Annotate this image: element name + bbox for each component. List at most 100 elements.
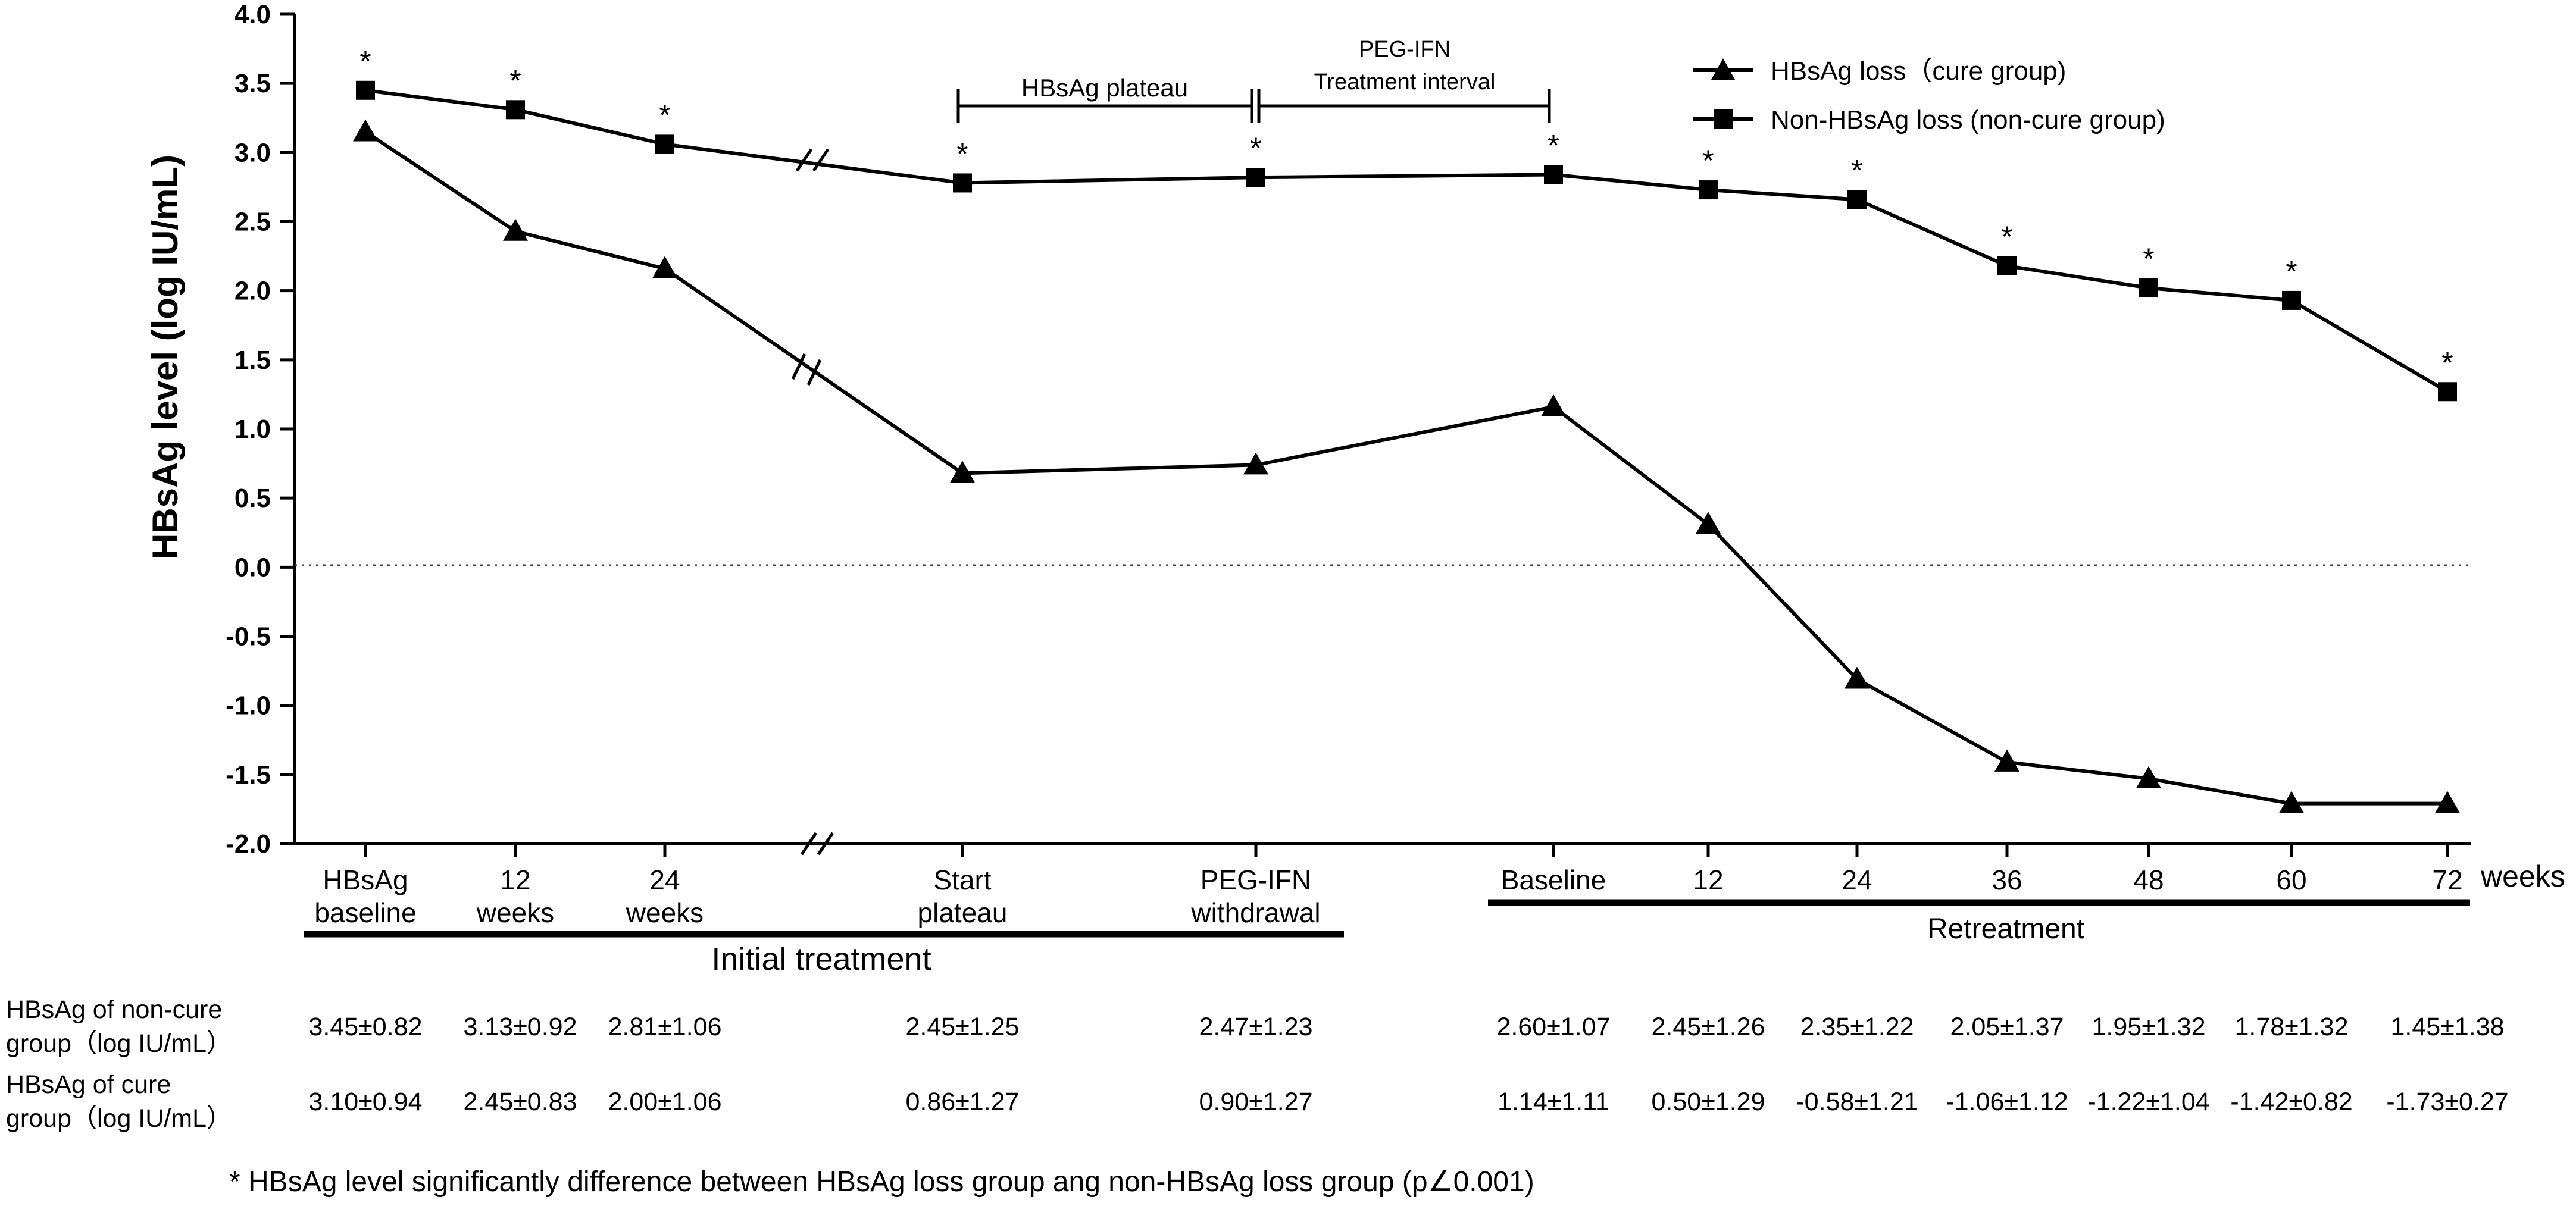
- significance-star: *: [956, 137, 968, 170]
- y-tick-label: 0.5: [235, 484, 271, 513]
- x-tick-label: HBsAg: [323, 864, 408, 895]
- y-tick-label: -1.5: [226, 760, 271, 790]
- noncure-point-marker: [655, 134, 674, 154]
- x-unit-label: weeks: [2480, 860, 2565, 893]
- plateau-bracket: [956, 89, 1253, 123]
- noncure-point-marker: [356, 80, 375, 100]
- peg-ifn-interval-bracket: [1257, 89, 1551, 123]
- retreatment-label: Retreatment: [1927, 913, 2084, 945]
- noncure-line-break-marker: [795, 148, 830, 172]
- x-tick-label: Start: [933, 864, 991, 895]
- x-tick-label: Baseline: [1501, 864, 1606, 895]
- table-row-label-noncure-1: HBsAg of non-cure: [6, 995, 222, 1024]
- cure-point-marker: [2435, 791, 2460, 813]
- significance-star: *: [1851, 154, 1862, 187]
- table-cell-noncure: 1.95±1.32: [2092, 1013, 2206, 1041]
- table-cell-cure: -0.58±1.21: [1796, 1088, 1918, 1116]
- noncure-point-marker: [2438, 382, 2457, 402]
- cure-point-marker: [1994, 749, 2019, 772]
- cure-point-marker: [2136, 766, 2161, 788]
- x-tick-label: 48: [2133, 864, 2164, 895]
- footnote: * HBsAg level significantly difference b…: [229, 1166, 1534, 1198]
- table-row-label-cure-1: HBsAg of cure: [6, 1070, 171, 1099]
- noncure-point-marker: [1544, 165, 1563, 184]
- table-cell-noncure: 2.45±1.26: [1652, 1013, 1765, 1041]
- table-cell-noncure: 2.05±1.37: [1950, 1013, 2064, 1041]
- cure-point-marker: [503, 218, 528, 241]
- summary-table: 3.45±0.82 3.13±0.92 2.81±1.06 2.45±1.25 2.47…: [309, 1013, 2509, 1116]
- y-tick-label: 3.5: [235, 69, 271, 98]
- peg-ifn-label-line2: Treatment interval: [1314, 70, 1496, 95]
- x-axis-break-marker: [800, 832, 834, 856]
- x-tick-label: PEG-IFN: [1201, 864, 1312, 895]
- y-tick-label: 3.0: [235, 138, 271, 167]
- peg-ifn-label-line1: PEG-IFN: [1359, 37, 1450, 62]
- noncure-point-marker: [953, 173, 972, 193]
- y-tick-label: 2.0: [235, 277, 271, 306]
- noncure-point-marker: [2139, 278, 2158, 298]
- legend-cure-label: HBsAg loss（cure group): [1771, 57, 2066, 86]
- table-row-label-cure-2: group（log IU/mL）: [6, 1104, 232, 1133]
- table-cell-cure: 3.10±0.94: [309, 1088, 423, 1116]
- table-cell-noncure: 1.45±1.38: [2391, 1013, 2505, 1041]
- significance-star: *: [2286, 255, 2297, 288]
- y-tick-label: 4.0: [235, 0, 271, 29]
- significance-star: *: [1702, 144, 1714, 177]
- cure-point-marker: [950, 461, 975, 483]
- significance-star: *: [2001, 220, 2012, 253]
- table-cell-cure: 2.45±0.83: [464, 1088, 577, 1116]
- table-cell-cure: 0.86±1.27: [906, 1088, 1020, 1116]
- y-tick-label: -1.0: [226, 691, 271, 721]
- table-cell-noncure: 1.78±1.32: [2235, 1013, 2349, 1041]
- table-cell-cure: -1.06±1.12: [1946, 1088, 2068, 1116]
- table-cell-cure: -1.73±0.27: [2386, 1088, 2508, 1116]
- x-tick-label: plateau: [918, 897, 1008, 928]
- table-cell-cure: 0.90±1.27: [1199, 1088, 1313, 1116]
- y-axis-title: HBsAg level (log IU/mL): [145, 155, 185, 559]
- x-tick-label: 12: [1693, 864, 1723, 895]
- noncure-point-marker: [2282, 290, 2301, 310]
- y-tick-label: -2.0: [226, 829, 271, 859]
- table-cell-cure: 2.00±1.06: [608, 1088, 722, 1116]
- cure-point-marker: [1696, 512, 1721, 534]
- significance-star: *: [1548, 129, 1559, 162]
- cure-point-marker: [1845, 666, 1870, 689]
- initial-treatment-label: Initial treatment: [711, 941, 931, 977]
- y-tick-label: 1.5: [235, 346, 271, 375]
- legend-noncure-label: Non-HBsAg loss (non-cure group): [1771, 105, 2165, 134]
- table-cell-noncure: 3.45±0.82: [309, 1013, 423, 1041]
- cure-point-marker: [2279, 791, 2304, 813]
- table-cell-noncure: 3.13±0.92: [464, 1013, 577, 1041]
- series-layer: [353, 80, 2460, 813]
- x-tick-label: weeks: [476, 897, 554, 928]
- cure-point-marker: [353, 119, 378, 142]
- legend-square-marker: [1714, 109, 1733, 129]
- noncure-point-marker: [1246, 168, 1265, 187]
- table-cell-cure: 0.50±1.29: [1652, 1088, 1765, 1116]
- x-tick-label: 24: [1842, 864, 1872, 895]
- x-tick-label: 12: [500, 864, 530, 895]
- y-tick-label: 2.5: [235, 208, 271, 237]
- table-cell-noncure: 2.45±1.25: [906, 1013, 1020, 1041]
- table-cell-noncure: 2.47±1.23: [1199, 1013, 1313, 1041]
- y-tick-label: 0.0: [235, 553, 271, 582]
- x-tick-label: 60: [2276, 864, 2306, 895]
- cure-point-marker: [1243, 452, 1268, 475]
- plateau-label: HBsAg plateau: [1021, 74, 1188, 102]
- significance-star: *: [359, 45, 371, 78]
- significance-star: *: [2441, 346, 2453, 379]
- x-tick-label: 36: [1992, 864, 2022, 895]
- table-cell-noncure: 2.35±1.22: [1800, 1013, 1914, 1041]
- x-tick-label: weeks: [626, 897, 704, 928]
- x-tick-label: 24: [649, 864, 680, 895]
- noncure-point-marker: [1699, 180, 1718, 200]
- y-tick-label: 1.0: [235, 415, 271, 444]
- cure-series-line: [364, 130, 2447, 806]
- cure-point-marker: [1541, 394, 1566, 416]
- table-cell-noncure: 2.60±1.07: [1497, 1013, 1611, 1041]
- table-cell-cure: -1.42±0.82: [2230, 1088, 2352, 1116]
- noncure-point-marker: [506, 100, 525, 120]
- significance-star: *: [659, 98, 670, 131]
- x-axis-ticks: HBsAgbaseline12weeks24weeksStartplateauP…: [314, 844, 2463, 928]
